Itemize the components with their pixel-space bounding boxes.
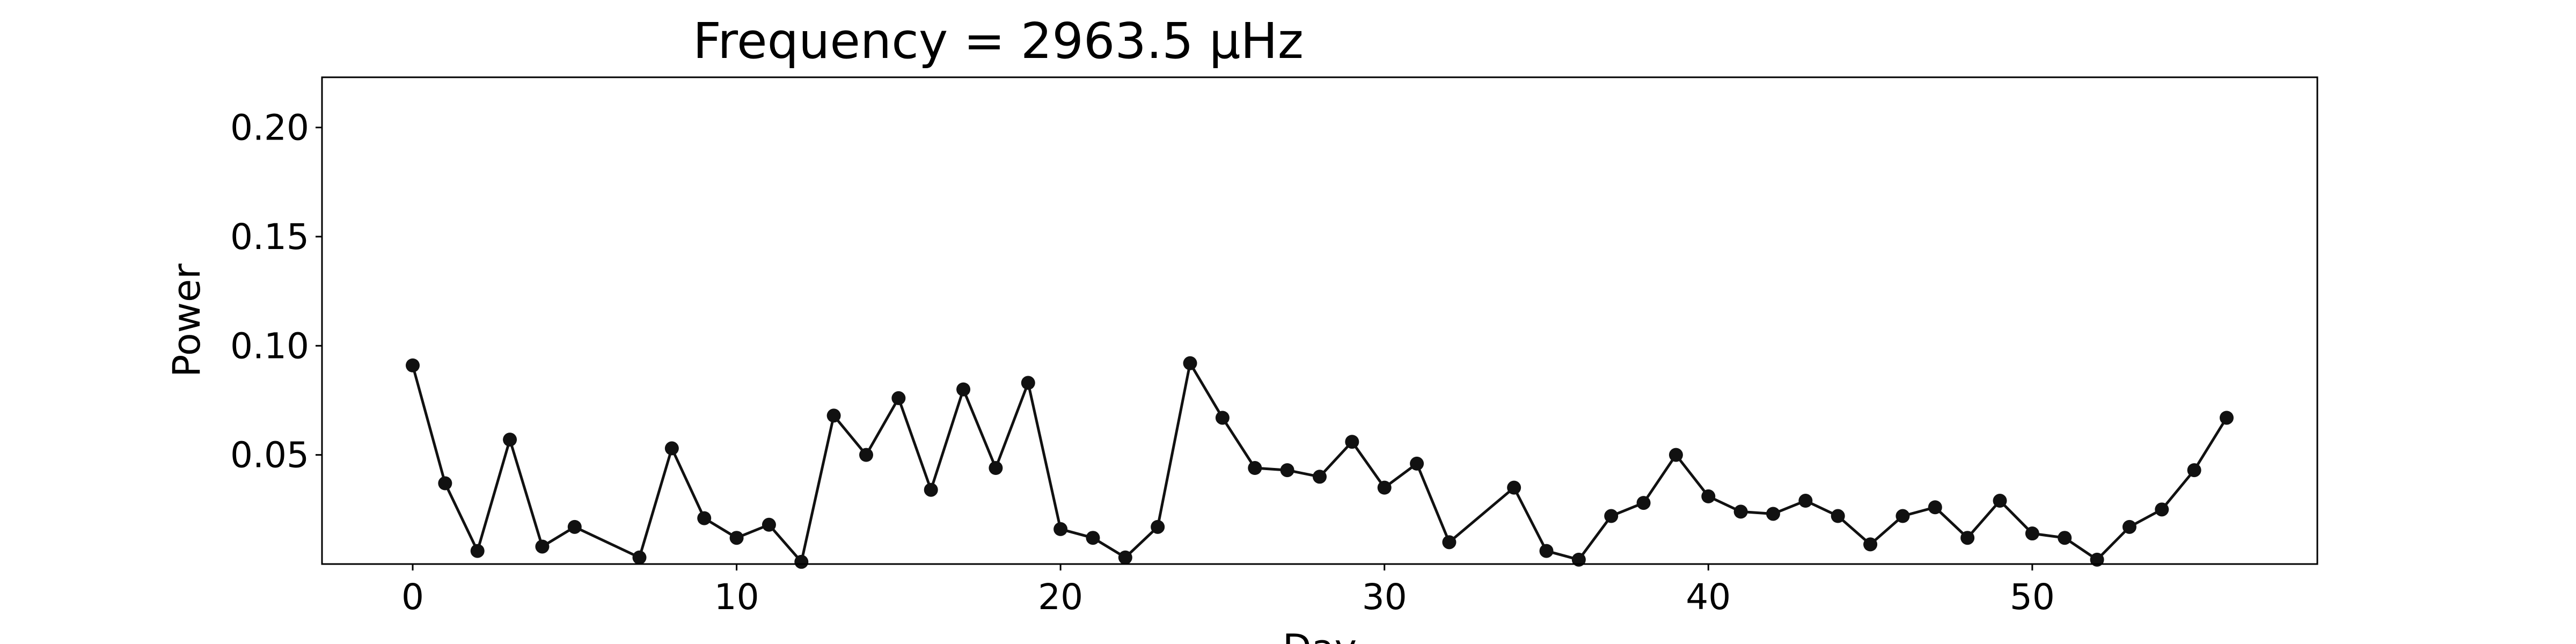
point (989, 461, 1003, 475)
plot-frame (321, 76, 2318, 565)
point (1215, 411, 1230, 425)
point (1733, 504, 1748, 519)
point (1280, 463, 1294, 478)
point (1928, 500, 1942, 515)
point (1053, 522, 1068, 536)
point (1668, 448, 1683, 462)
point (697, 511, 712, 525)
x-tick-label: 10 (714, 576, 759, 618)
y-tick-label: 0.20 (230, 107, 309, 149)
point (1086, 531, 1100, 545)
point (1151, 519, 1165, 534)
point (1118, 550, 1132, 565)
point (2058, 531, 2072, 545)
point (1313, 470, 1327, 484)
point (535, 539, 550, 554)
point (2090, 552, 2104, 567)
point (2122, 519, 2136, 534)
y-tick-label: 0.05 (230, 435, 309, 476)
point (924, 482, 938, 497)
point (1993, 494, 2007, 508)
point (1896, 509, 1910, 523)
point (956, 382, 971, 397)
point (1507, 480, 1521, 495)
point (1377, 480, 1392, 495)
chart-title: Frequency = 2963.5 μHz (693, 12, 1304, 70)
x-axis-label: Day (1283, 626, 1357, 644)
point (2220, 411, 2234, 425)
point (567, 519, 582, 534)
point (762, 517, 776, 532)
point (438, 476, 452, 491)
point (632, 550, 647, 565)
x-tick-label: 20 (1038, 576, 1083, 618)
point (1183, 356, 1197, 370)
x-tick-label: 50 (2010, 576, 2055, 618)
point (826, 408, 841, 423)
y-tick-label: 0.15 (230, 216, 309, 258)
point (1798, 494, 1813, 508)
point (2187, 463, 2201, 478)
point (794, 554, 809, 569)
point (1248, 461, 1262, 475)
point (859, 448, 873, 462)
point (503, 433, 517, 447)
point (1766, 507, 1780, 521)
x-tick-label: 40 (1686, 576, 1731, 618)
point (1410, 456, 1424, 471)
point (1960, 531, 1975, 545)
point (1604, 509, 1619, 523)
y-axis-label: Power (165, 264, 209, 377)
x-tick-label: 30 (1362, 576, 1407, 618)
point (1345, 435, 1359, 449)
point (2025, 526, 2039, 541)
point (406, 358, 420, 372)
point (1863, 537, 1878, 552)
y-tick-label: 0.10 (230, 325, 309, 367)
x-tick-label: 0 (401, 576, 424, 618)
point (664, 441, 679, 456)
point (1701, 489, 1716, 503)
point (470, 544, 485, 558)
point (1539, 544, 1554, 558)
point (891, 391, 906, 405)
point (1636, 496, 1651, 510)
point (2155, 502, 2169, 517)
point (1021, 376, 1035, 390)
point (1442, 535, 1457, 550)
point (1831, 509, 1845, 523)
point (729, 531, 744, 545)
point (1571, 552, 1586, 567)
